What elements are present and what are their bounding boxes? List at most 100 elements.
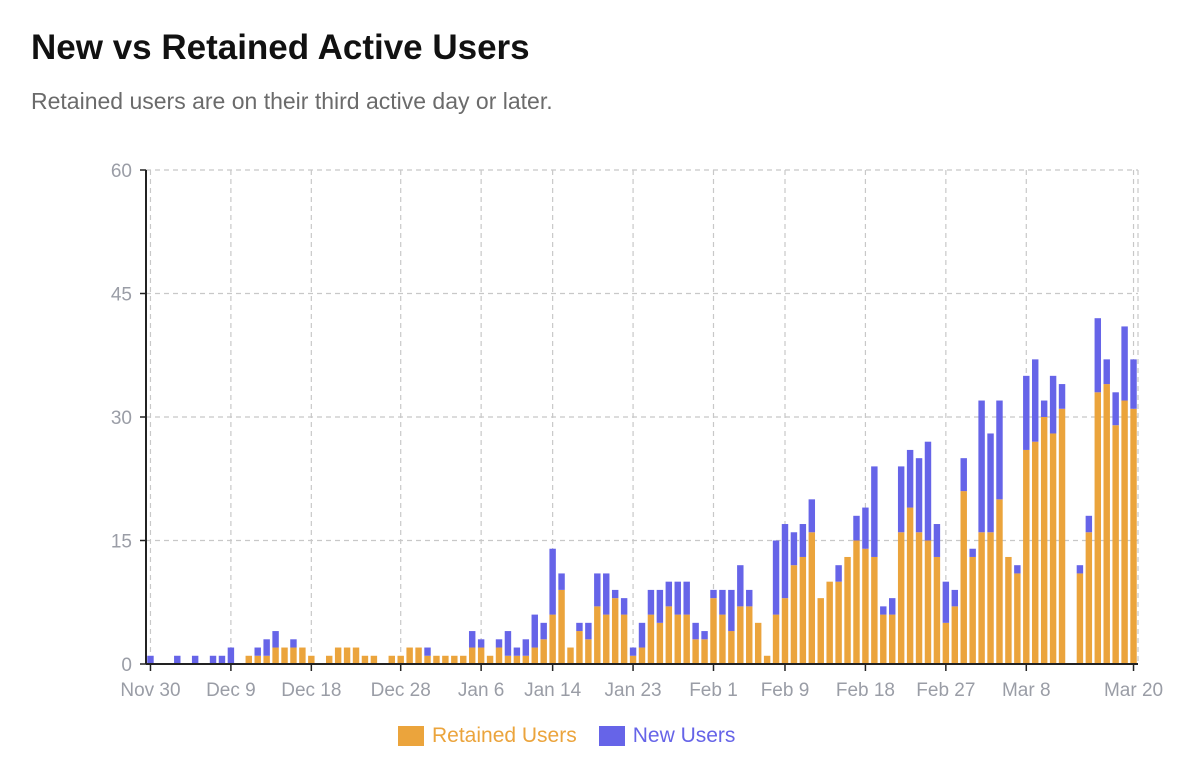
bar-retained-users[interactable] <box>611 598 619 664</box>
bar-new-users[interactable] <box>987 433 994 533</box>
bar-retained-users[interactable] <box>299 647 306 664</box>
bar-new-users[interactable] <box>656 589 664 623</box>
bar-new-users[interactable] <box>522 639 530 656</box>
legend-item-retained[interactable]: Retained Users <box>398 724 577 748</box>
bar-new-users[interactable] <box>468 631 476 648</box>
bar-retained-users[interactable] <box>656 622 664 664</box>
bar-new-users[interactable] <box>960 458 967 492</box>
bar-new-users[interactable] <box>692 622 699 640</box>
bar-retained-users[interactable] <box>808 532 816 664</box>
bar-retained-users[interactable] <box>897 532 905 664</box>
bar-retained-users[interactable] <box>1023 449 1030 664</box>
bar-retained-users[interactable] <box>540 639 547 664</box>
bar-new-users[interactable] <box>862 507 869 549</box>
bar-retained-users[interactable] <box>504 655 512 664</box>
bar-retained-users[interactable] <box>370 655 378 664</box>
bar-new-users[interactable] <box>942 581 950 623</box>
bar-retained-users[interactable] <box>424 655 431 664</box>
bar-new-users[interactable] <box>263 639 270 656</box>
bar-retained-users[interactable] <box>415 647 422 664</box>
bar-new-users[interactable] <box>424 647 431 656</box>
bar-new-users[interactable] <box>227 647 235 664</box>
bar-retained-users[interactable] <box>906 507 914 664</box>
bar-new-users[interactable] <box>978 400 985 533</box>
bar-retained-users[interactable] <box>746 606 753 664</box>
bar-retained-users[interactable] <box>406 647 413 664</box>
bar-new-users[interactable] <box>915 458 923 533</box>
bar-new-users[interactable] <box>549 548 556 615</box>
bar-new-users[interactable] <box>1130 359 1137 409</box>
bar-new-users[interactable] <box>728 589 735 632</box>
bar-new-users[interactable] <box>272 631 279 648</box>
bar-new-users[interactable] <box>1058 384 1066 409</box>
bar-new-users[interactable] <box>585 622 592 640</box>
bar-new-users[interactable] <box>737 565 744 607</box>
bar-retained-users[interactable] <box>1040 417 1048 664</box>
bar-new-users[interactable] <box>889 598 896 615</box>
bar-retained-users[interactable] <box>728 631 735 664</box>
bar-retained-users[interactable] <box>665 606 673 664</box>
bar-new-users[interactable] <box>710 589 717 599</box>
bar-new-users[interactable] <box>746 589 753 607</box>
bar-new-users[interactable] <box>1121 326 1128 401</box>
bar-new-users[interactable] <box>647 589 655 615</box>
bar-new-users[interactable] <box>1032 359 1039 442</box>
bar-retained-users[interactable] <box>1049 433 1057 664</box>
bar-new-users[interactable] <box>1014 565 1021 574</box>
bar-new-users[interactable] <box>1023 375 1030 450</box>
bar-new-users[interactable] <box>1049 375 1057 434</box>
bar-retained-users[interactable] <box>844 556 851 664</box>
bar-retained-users[interactable] <box>960 491 967 664</box>
bar-new-users[interactable] <box>924 441 932 541</box>
bar-new-users[interactable] <box>290 639 297 648</box>
bar-new-users[interactable] <box>174 655 181 664</box>
bar-retained-users[interactable] <box>245 655 252 664</box>
bar-retained-users[interactable] <box>737 606 744 664</box>
bar-retained-users[interactable] <box>1005 556 1012 664</box>
bar-retained-users[interactable] <box>853 540 860 665</box>
bar-new-users[interactable] <box>880 606 887 615</box>
bar-retained-users[interactable] <box>531 647 538 664</box>
bar-new-users[interactable] <box>835 565 842 582</box>
bar-retained-users[interactable] <box>1094 392 1102 664</box>
bar-new-users[interactable] <box>611 589 619 599</box>
bar-new-users[interactable] <box>540 622 547 640</box>
bar-new-users[interactable] <box>594 573 601 607</box>
bar-new-users[interactable] <box>871 466 878 557</box>
bar-new-users[interactable] <box>1103 359 1110 385</box>
bar-new-users[interactable] <box>719 589 726 615</box>
bar-retained-users[interactable] <box>754 622 762 664</box>
bar-retained-users[interactable] <box>308 655 315 664</box>
bar-new-users[interactable] <box>951 589 959 607</box>
bar-retained-users[interactable] <box>862 548 869 664</box>
legend-item-new[interactable]: New Users <box>598 724 735 748</box>
bar-new-users[interactable] <box>897 466 905 533</box>
bar-new-users[interactable] <box>638 622 646 648</box>
bar-retained-users[interactable] <box>549 614 556 664</box>
bar-retained-users[interactable] <box>969 556 976 664</box>
bar-retained-users[interactable] <box>987 532 994 664</box>
bar-retained-users[interactable] <box>1121 400 1128 664</box>
bar-retained-users[interactable] <box>638 647 646 664</box>
bar-new-users[interactable] <box>1112 392 1119 426</box>
bar-new-users[interactable] <box>209 655 217 664</box>
bar-new-users[interactable] <box>620 598 628 615</box>
bar-retained-users[interactable] <box>719 614 726 664</box>
bar-new-users[interactable] <box>808 499 816 533</box>
bar-retained-users[interactable] <box>620 614 628 664</box>
bar-retained-users[interactable] <box>924 540 932 665</box>
bar-retained-users[interactable] <box>281 647 288 664</box>
bar-new-users[interactable] <box>576 622 583 632</box>
bar-retained-users[interactable] <box>263 655 270 664</box>
bar-retained-users[interactable] <box>781 598 789 664</box>
bar-retained-users[interactable] <box>826 581 833 664</box>
bar-retained-users[interactable] <box>1076 573 1084 664</box>
bar-new-users[interactable] <box>933 524 941 557</box>
bar-retained-users[interactable] <box>817 598 824 664</box>
bar-retained-users[interactable] <box>486 655 494 664</box>
bar-retained-users[interactable] <box>647 614 655 664</box>
bar-retained-users[interactable] <box>343 647 351 664</box>
bar-new-users[interactable] <box>701 631 708 640</box>
bar-new-users[interactable] <box>629 647 637 656</box>
bar-new-users[interactable] <box>1094 318 1102 393</box>
